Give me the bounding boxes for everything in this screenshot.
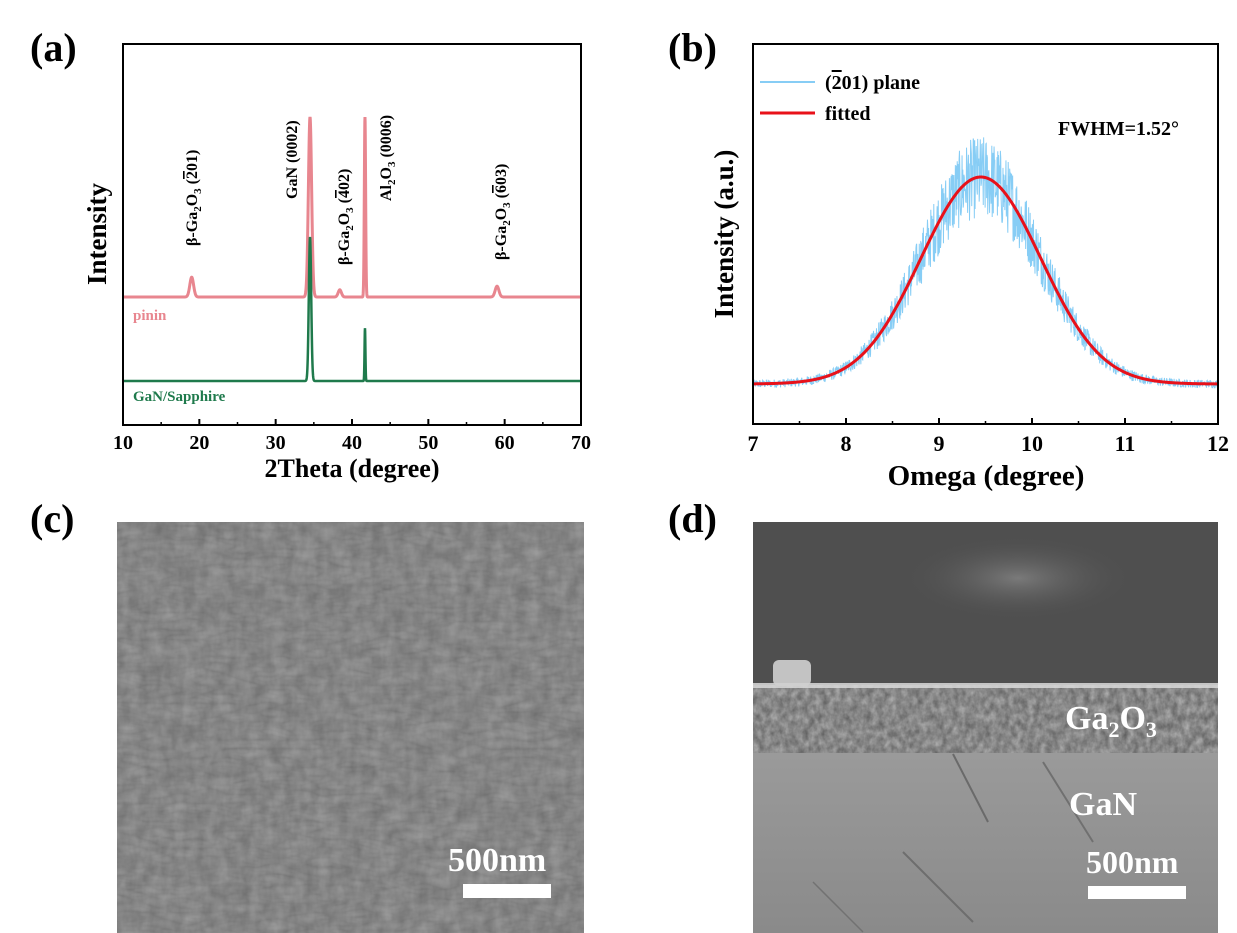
cross-section-texture: [753, 522, 1218, 933]
layer-label-gan: GaN: [1069, 786, 1137, 823]
rocking-xlabel: Omega (degree): [888, 460, 1085, 492]
peak-annotation: β-Ga2O3 (603): [493, 164, 513, 260]
x-tick-label: 60: [495, 432, 515, 454]
scalebar: [463, 884, 551, 898]
series-line-pinin: [123, 116, 581, 299]
fwhm-annotation: FWHM=1.52°: [1058, 118, 1179, 140]
series-label-pinin: pinin: [133, 308, 167, 324]
x-tick-label: 11: [1115, 431, 1136, 456]
panel-c-label: (c): [30, 496, 75, 541]
xrd-xlabel: 2Theta (degree): [265, 454, 440, 483]
panel-a-label: (a): [30, 25, 77, 70]
panel-b-label: (b): [668, 25, 717, 70]
x-tick-label: 10: [1021, 431, 1043, 456]
peak-annotation: β-Ga2O3 (402): [336, 169, 356, 265]
x-tick-label: 30: [266, 432, 286, 454]
layer-label-ga2o3: Ga2O3: [1065, 700, 1157, 742]
xrd-ylabel: Intensity: [82, 182, 112, 285]
rocking-ylabel: Intensity (a.u.): [709, 150, 739, 319]
sem-top-view-image: 500nm: [117, 522, 584, 933]
rocking-plot-frame: [752, 43, 1219, 425]
x-tick-label: 9: [934, 431, 945, 456]
x-tick-label: 40: [342, 432, 362, 454]
x-tick-label: 12: [1207, 431, 1229, 456]
xrd-plot-frame: [122, 43, 582, 426]
series-line-gan: [123, 236, 581, 383]
panel-d-label: (d): [668, 496, 717, 541]
sem-texture: [117, 522, 584, 933]
series-line-fitted: [753, 175, 1218, 386]
scalebar-label: 500nm: [448, 842, 547, 879]
peak-annotation: β-Ga2O3 (201): [184, 150, 204, 246]
peak-annotation: GaN (0002): [284, 120, 301, 199]
x-tick-label: 50: [418, 432, 438, 454]
series-line-raw: [753, 137, 1218, 389]
x-tick-label: 8: [841, 431, 852, 456]
sem-cross-section-image: Ga2O3 GaN 500nm: [753, 522, 1218, 933]
x-tick-label: 10: [113, 432, 133, 454]
peak-annotation: Al2O3 (0006): [378, 115, 398, 201]
x-tick-label: 20: [189, 432, 209, 454]
x-tick-label: 70: [571, 432, 591, 454]
legend-fit-label: fitted: [825, 103, 871, 125]
series-label-gan: GaN/Sapphire: [133, 389, 226, 405]
scalebar: [1088, 886, 1186, 899]
scalebar-label: 500nm: [1086, 844, 1179, 880]
legend-raw-label: (201) plane: [825, 72, 920, 94]
x-tick-label: 7: [748, 431, 759, 456]
